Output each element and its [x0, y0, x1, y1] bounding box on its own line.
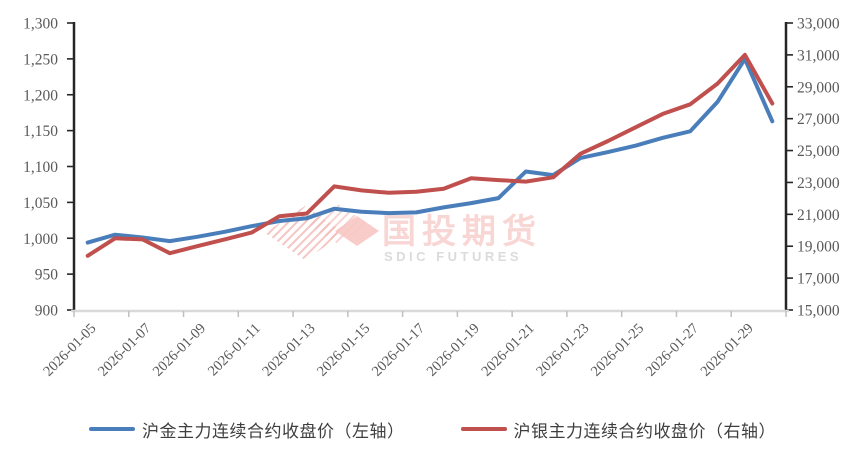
right-axis-tick-label: 23,000: [797, 175, 840, 192]
watermark-en-text: SDIC FUTURES: [384, 249, 522, 264]
gold-series-swatch-icon: [89, 426, 135, 432]
x-axis-tick-label: 2026-01-21: [479, 321, 538, 380]
legend: 沪金主力连续合约收盘价（左轴） 沪银主力连续合约收盘价（右轴）: [0, 412, 865, 446]
left-axis-tick-label: 1,150: [23, 123, 58, 140]
right-axis-tick-label: 27,000: [797, 111, 840, 128]
left-axis-tick-label: 1,250: [23, 51, 58, 68]
silver-series-swatch-icon: [460, 426, 507, 432]
right-axis-tick-label: 33,000: [797, 16, 840, 33]
left-axis-tick-label: 1,200: [23, 87, 58, 104]
x-axis-tick-label: 2026-01-23: [533, 321, 592, 380]
right-axis-tick-label: 17,000: [797, 271, 840, 288]
legend-item-silver: 沪银主力连续合约收盘价（右轴）: [460, 417, 777, 442]
x-axis-tick-label: 2026-01-17: [369, 321, 428, 380]
right-axis-tick-label: 15,000: [797, 303, 840, 320]
x-axis-tick-label: 2026-01-07: [95, 321, 154, 380]
x-axis-tick-label: 2026-01-15: [314, 321, 373, 380]
legend-item-gold: 沪金主力连续合约收盘价（左轴）: [89, 417, 405, 442]
x-axis-tick-label: 2026-01-09: [150, 321, 209, 380]
right-axis-tick-label: 19,000: [797, 239, 840, 256]
x-axis-tick-label: 2026-01-29: [698, 321, 757, 380]
left-axis-tick-label: 1,300: [23, 16, 58, 33]
left-axis-tick-label: 950: [35, 267, 59, 284]
watermark-diamond-icon: [335, 216, 379, 246]
left-axis-tick-label: 1,100: [23, 159, 58, 176]
x-axis-tick-label: 2026-01-13: [259, 321, 318, 380]
x-axis-tick-label: 2026-01-19: [424, 321, 483, 380]
gold-price-line: [85, 56, 775, 245]
silver-series-label: 沪银主力连续合约收盘价（右轴）: [513, 421, 776, 441]
x-axis-tick-label: 2026-01-25: [588, 321, 647, 380]
x-axis-tick-label: 2026-01-11: [205, 321, 264, 380]
left-axis-tick-label: 900: [35, 303, 59, 320]
right-axis-tick-label: 31,000: [797, 47, 840, 64]
silver-price-line: [85, 52, 775, 258]
x-axis-tick-label: 2026-01-27: [643, 321, 702, 380]
left-axis-tick-label: 1,000: [23, 231, 58, 248]
right-axis-tick-label: 21,000: [797, 207, 840, 224]
gold-series-label: 沪金主力连续合约收盘价（左轴）: [142, 421, 405, 441]
left-axis-tick-label: 1,050: [23, 195, 58, 212]
watermark-cn-text: 国投期货: [382, 213, 542, 251]
x-axis-tick-label: 2026-01-05: [40, 321, 99, 380]
right-axis-tick-label: 29,000: [797, 79, 840, 96]
right-axis-tick-label: 25,000: [797, 143, 840, 160]
